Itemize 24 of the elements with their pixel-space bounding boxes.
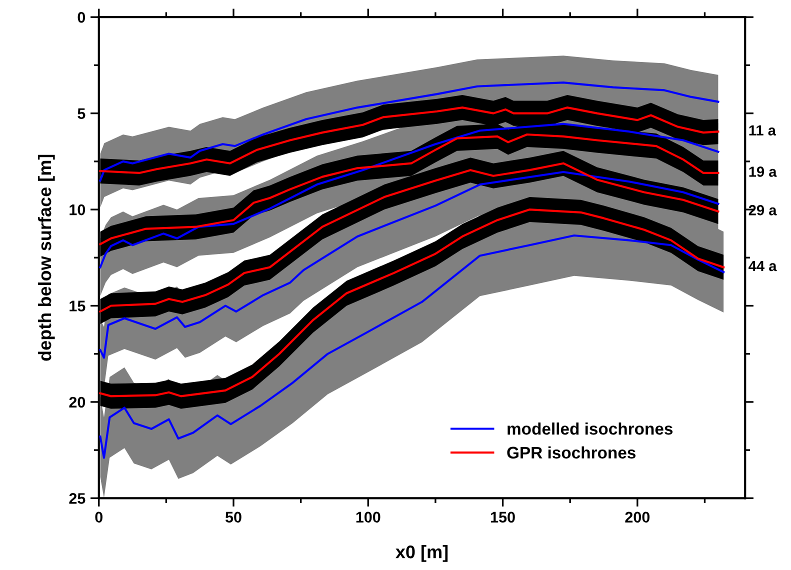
line-series	[99, 81, 720, 182]
x-tick-label: 200	[625, 512, 650, 523]
text: 11 a	[749, 125, 776, 136]
line-series	[99, 133, 720, 246]
text: 44 a	[748, 261, 777, 272]
text: 29 a	[748, 205, 777, 216]
x-tick-label: 100	[356, 512, 380, 523]
y-tick-label: 25	[69, 493, 86, 504]
y-axis-title: depth below surface [m]	[38, 154, 55, 361]
y-tick-label: 10	[70, 204, 86, 216]
y-tick-label: 5	[78, 108, 86, 119]
line-series	[99, 170, 720, 359]
legend-label: GPR isochrones	[507, 446, 636, 459]
legend-label: modelled isochrones	[508, 422, 673, 435]
y-tick-label: 15	[70, 300, 86, 312]
x-axis-title: x0 [m]	[396, 545, 448, 562]
x-tick-label: 150	[491, 512, 515, 523]
x-tick-label: 0	[95, 512, 102, 523]
x-tick-label: 50	[225, 512, 242, 523]
y-tick-label: 20	[69, 396, 86, 408]
text: 19 a	[749, 166, 777, 177]
line-series	[99, 234, 725, 459]
y-tick-label: 0	[78, 12, 86, 23]
line-series	[99, 106, 720, 174]
